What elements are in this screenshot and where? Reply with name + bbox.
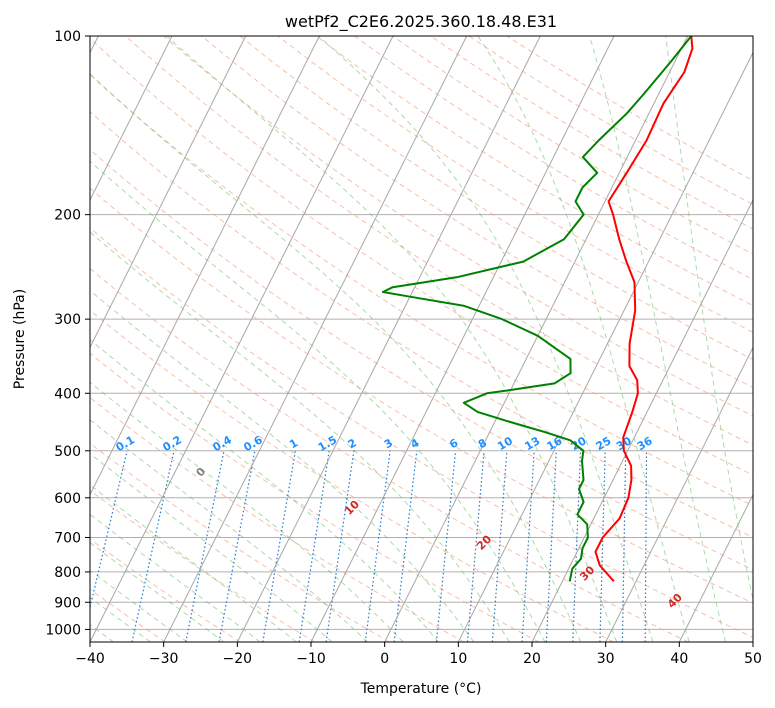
isotherm-line [457,51,753,642]
mixing-ratio-line [185,450,225,642]
temperature-profile-line [594,36,694,583]
dry-adiabat-line [90,309,614,642]
moist-adiabats [90,36,753,642]
isotherm-gridlines [90,36,753,642]
x-tick-label: 0 [380,651,389,667]
x-tick-label: 10 [449,651,467,667]
mixing-ratio-line [393,450,418,642]
dry-adiabat-line [201,36,753,389]
plot-frame [89,35,754,643]
isotherm-line [678,493,753,642]
x-tick-label: 30 [597,651,615,667]
moist-adiabat-line [90,569,188,642]
y-axis-label: Pressure (hPa) [12,289,28,389]
chart-title: wetPf2_C2E6.2025.360.18.48.E31 [285,12,557,32]
dry-adiabat-line [90,538,241,642]
dry-adiabat-line [90,588,166,642]
isotherm-line [163,36,468,642]
y-tick-label: 800 [54,565,81,581]
y-tick-label: 900 [54,595,81,611]
isotherm-line [384,36,689,642]
y-tick-label: 500 [54,444,81,460]
y-tick-label: 200 [54,208,81,224]
isotherm-line [90,36,320,496]
y-axis-ticks: 100 200 300 400 500 600 700 800 900 1000 [45,29,90,638]
dry-adiabat-line [90,397,465,642]
dry-adiabat-line [90,148,753,571]
moist-adiabat-line [90,289,475,642]
dry-adiabat-line [90,73,753,507]
isotherm-line [90,36,173,202]
mixing-ratio-line [435,450,457,642]
isotherm-line [90,36,394,642]
dry-adiabats [90,36,753,642]
x-tick-label: −20 [223,651,253,667]
dry-adiabat-line [90,442,390,642]
moist-adiabat-line [589,36,727,642]
x-tick-label: −40 [75,651,105,667]
x-tick-label: 20 [523,651,541,667]
mixing-ratio-line [325,450,355,642]
isotherm-line [310,36,615,642]
isotherm-line [90,36,247,349]
dry-adiabat-line [90,110,753,538]
y-tick-label: 100 [54,29,81,45]
dry-adiabat-line [125,36,753,446]
y-tick-label: 300 [54,312,81,328]
x-tick-label: 40 [670,651,688,667]
mixing-ratio-line [218,450,256,642]
isotherm-line [531,198,753,642]
mixing-ratio-line [262,450,296,642]
x-axis-ticks: −40 −30 −20 −10 0 10 20 30 40 50 [75,642,762,667]
dewpoint-profile-line [381,36,693,582]
x-tick-label: −10 [296,651,326,667]
mixing-ratio-lines [90,450,648,642]
isotherm-line [236,36,541,642]
y-tick-label: 600 [54,491,81,507]
moist-adiabat-line [90,73,582,642]
profile-series [381,36,694,583]
dry-adiabat-line [90,187,753,604]
x-tick-label: 50 [744,651,762,667]
mixing-ratio-line [364,450,391,642]
moist-adiabat-line [665,36,753,603]
dry-adiabat-line [277,36,753,333]
dry-adiabat-line [90,352,540,642]
moist-adiabat-line [90,381,404,642]
isotherm-line [605,346,753,642]
moist-adiabat-line [90,453,333,642]
mixing-ratio-line [298,450,330,642]
dry-adiabat-line [90,267,689,642]
x-axis-label: Temperature (°C) [360,681,482,697]
plot-area: 0.10.20.40.611.52346810131620253036-100-… [90,36,753,642]
moist-adiabat-line [318,36,654,642]
y-tick-label: 1000 [45,622,81,638]
moist-adiabat-line [90,419,369,642]
moist-adiabat-line [166,36,618,642]
mixing-ratio-line [131,450,175,642]
x-tick-label: −30 [149,651,179,667]
y-tick-label: 400 [54,386,81,402]
moist-adiabat-line [90,231,510,642]
y-tick-label: 700 [54,531,81,547]
moist-adiabat-line [477,36,690,642]
